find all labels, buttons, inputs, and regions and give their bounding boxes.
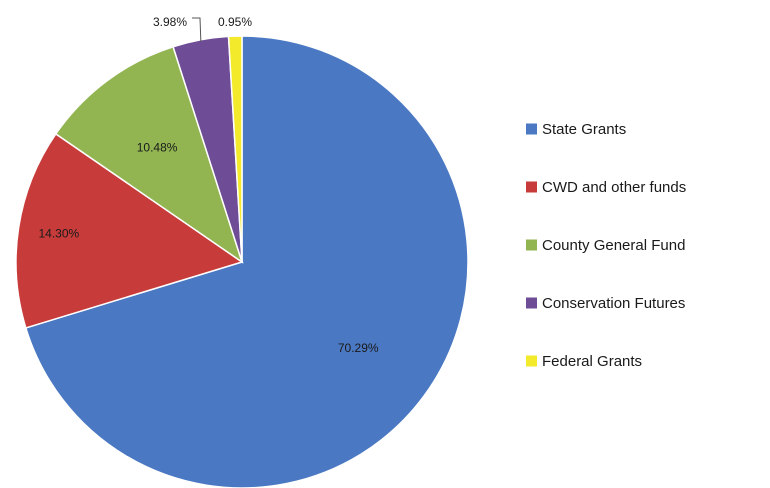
legend-item-conservation-futures: Conservation Futures	[526, 295, 685, 312]
leader-line-conservation-futures	[192, 17, 202, 42]
legend-label-cwd-and-other-funds: CWD and other funds	[542, 179, 686, 196]
legend-item-state-grants: State Grants	[526, 121, 626, 138]
data-label-county-general-fund: 10.48%	[137, 141, 178, 155]
pie-slice-federal-grants	[227, 35, 243, 263]
legend-item-cwd-and-other-funds: CWD and other funds	[526, 179, 686, 196]
data-label-conservation-futures: 3.98%	[153, 15, 187, 29]
legend-label-state-grants: State Grants	[542, 121, 626, 138]
legend-swatch-cwd-and-other-funds	[526, 181, 537, 193]
leader-lines	[192, 17, 202, 42]
data-label-cwd-and-other-funds: 14.30%	[39, 227, 80, 241]
data-label-state-grants: 70.29%	[338, 341, 379, 355]
pie-slice-cwd-and-other-funds	[15, 132, 244, 329]
data-labels: 70.29% 14.30% 10.48% 3.98% 0.95%	[39, 15, 379, 355]
pie-slices	[15, 35, 469, 488]
legend-swatch-federal-grants	[526, 355, 537, 367]
data-label-federal-grants: 0.95%	[218, 15, 252, 29]
legend-item-federal-grants: Federal Grants	[526, 353, 642, 370]
legend-item-county-general-fund: County General Fund	[526, 237, 685, 254]
legend: State Grants CWD and other funds County Ge…	[526, 121, 686, 370]
pie-slice-state-grants	[24, 35, 469, 488]
legend-label-county-general-fund: County General Fund	[542, 237, 685, 254]
pie-slice-county-general-fund	[54, 45, 244, 264]
legend-label-conservation-futures: Conservation Futures	[542, 295, 685, 312]
legend-swatch-state-grants	[526, 123, 537, 135]
legend-swatch-county-general-fund	[526, 239, 537, 251]
legend-label-federal-grants: Federal Grants	[542, 353, 642, 370]
legend-swatch-conservation-futures	[526, 297, 537, 309]
